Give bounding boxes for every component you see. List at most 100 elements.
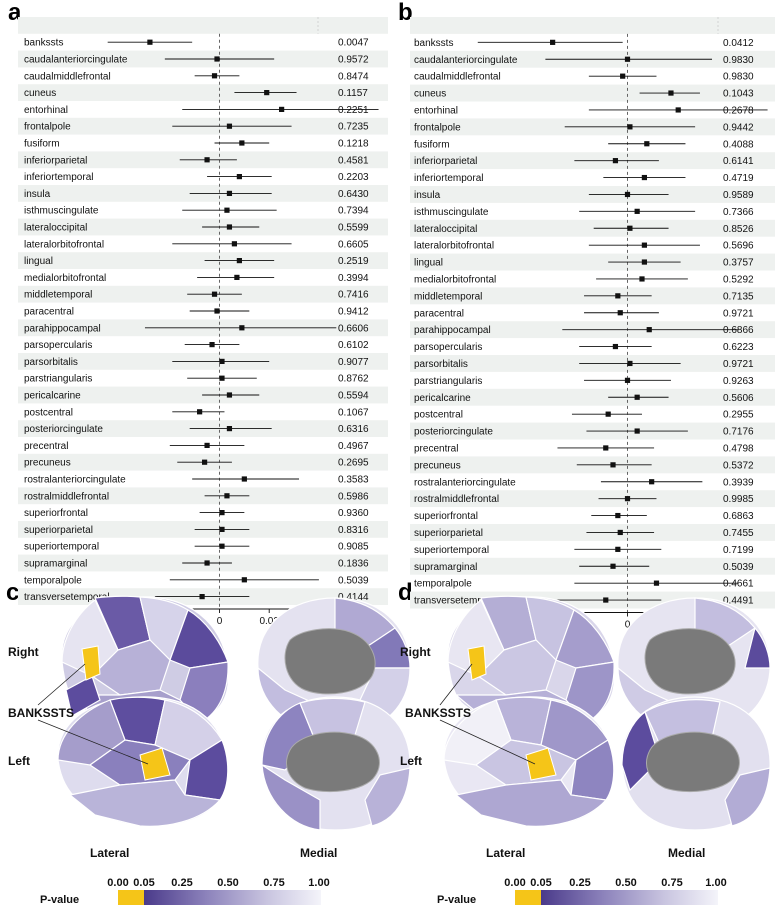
region-label: lateraloccipital (414, 224, 477, 235)
region-label: superiorparietal (414, 528, 483, 539)
beta-point (668, 90, 674, 96)
beta-point (199, 594, 205, 600)
label-left-d: Left (400, 754, 422, 768)
region-label: superiortemporal (24, 542, 99, 553)
beta-point (219, 358, 225, 364)
beta-point (204, 560, 210, 566)
beta-point (603, 597, 609, 603)
p-value: 0.4581 (338, 155, 369, 166)
region-label: precuneus (24, 458, 71, 469)
region-label: lingual (24, 256, 53, 267)
label-medial-c: Medial (300, 846, 337, 860)
p-value: 0.4491 (723, 596, 754, 607)
panel-letter-b: b (398, 0, 413, 26)
p-value: 0.5599 (338, 223, 369, 234)
beta-point (211, 73, 218, 79)
region-label: frontalpole (414, 122, 461, 133)
p-value: 0.7199 (723, 545, 754, 556)
p-value: 0.8316 (338, 525, 369, 536)
region-label: entorhinal (24, 105, 68, 116)
label-bankssts-c: BANKSSTS (8, 706, 74, 720)
p-value: 0.5039 (338, 575, 369, 586)
region-label: medialorbitofrontal (24, 273, 106, 284)
legend-significant-swatch-c (118, 890, 144, 905)
p-value: 0.5372 (723, 460, 754, 471)
region-label: parstriangularis (414, 376, 482, 387)
beta-point (226, 123, 233, 129)
beta-point (239, 325, 245, 331)
p-value: 0.9085 (338, 542, 369, 553)
beta-point (219, 526, 225, 532)
p-value: 0.2678 (723, 105, 754, 116)
p-value: 0.9589 (723, 190, 754, 201)
label-right-d: Right (400, 645, 431, 659)
beta-point (279, 106, 285, 112)
beta-point (639, 276, 645, 282)
beta-point (644, 141, 650, 147)
region-label: parsopercularis (414, 342, 482, 353)
region-label: cuneus (24, 88, 56, 99)
legend-tick-d: 0.50 (615, 877, 636, 889)
region-label: lateralorbitofrontal (24, 239, 104, 250)
legend-gradient-d (541, 890, 718, 905)
beta-point (204, 442, 210, 448)
brain-left-medial-d (621, 696, 771, 831)
beta-point (197, 409, 203, 415)
beta-point (627, 124, 633, 130)
region-label: supramarginal (414, 562, 477, 573)
row-band (410, 253, 775, 271)
row-band (18, 252, 388, 269)
region-label: medialorbitofrontal (414, 274, 496, 285)
p-value: 0.5696 (723, 241, 754, 252)
beta-point (236, 258, 242, 264)
label-bankssts-d: BANKSSTS (405, 706, 471, 720)
region-label: superiorfrontal (24, 508, 88, 519)
p-value: 0.9721 (723, 359, 754, 370)
region-label: isthmuscingulate (24, 206, 99, 217)
brain-maps-c: Right Left BANKSSTS Lateral Medial (8, 595, 411, 860)
beta-point (211, 291, 218, 297)
region-label: pericalcarine (24, 391, 81, 402)
legend-tick-d: 1.00 (705, 877, 726, 889)
row-band (18, 84, 388, 101)
region-label: parsopercularis (24, 340, 92, 351)
region-label: insula (414, 190, 441, 201)
region-label: isthmuscingulate (414, 207, 489, 218)
p-value: 0.3994 (338, 273, 369, 284)
beta-point (239, 140, 245, 146)
p-value: 0.6223 (723, 342, 754, 353)
p-value: 0.1218 (338, 139, 369, 150)
row-band (410, 17, 775, 34)
region-label: precentral (24, 441, 68, 452)
region-label: rostralmiddlefrontal (24, 491, 109, 502)
region-label: inferiorparietal (414, 156, 477, 167)
beta-point (209, 342, 215, 348)
legend-tick-c: 0.00 (107, 877, 128, 889)
region-label: parahippocampal (24, 323, 101, 334)
p-value: 0.9442 (723, 122, 754, 133)
p-value: 0.9360 (338, 508, 369, 519)
p-value: 0.6141 (723, 156, 754, 167)
panel-letter-d: d (398, 579, 413, 606)
p-value: 0.9263 (723, 376, 754, 387)
x-tick-label: 0.02 (259, 616, 279, 627)
region-label: supramarginal (24, 559, 87, 570)
region-label: rostralanteriorcingulate (414, 477, 516, 488)
region-label: bankssts (414, 38, 453, 49)
legend-title-d: P-value (437, 894, 476, 906)
p-value: 0.3939 (723, 477, 754, 488)
p-value: 0.2695 (338, 458, 369, 469)
region-label: fusiform (414, 139, 450, 150)
p-value: 0.4661 (723, 579, 754, 590)
region-label: fusiform (24, 139, 60, 150)
row-band (410, 84, 775, 102)
legend-tick-c: 0.50 (217, 877, 238, 889)
beta-point (612, 158, 619, 164)
p-value: 0.4967 (338, 441, 369, 452)
p-value: 0.0047 (338, 38, 369, 49)
beta-point (634, 208, 640, 214)
beta-point (550, 39, 556, 45)
legend-d: P-value 0.00 0.05 0.25 0.50 0.75 1.00 (437, 877, 727, 906)
legend-title-c: P-value (40, 894, 79, 906)
panel-letter-c: c (6, 579, 19, 606)
